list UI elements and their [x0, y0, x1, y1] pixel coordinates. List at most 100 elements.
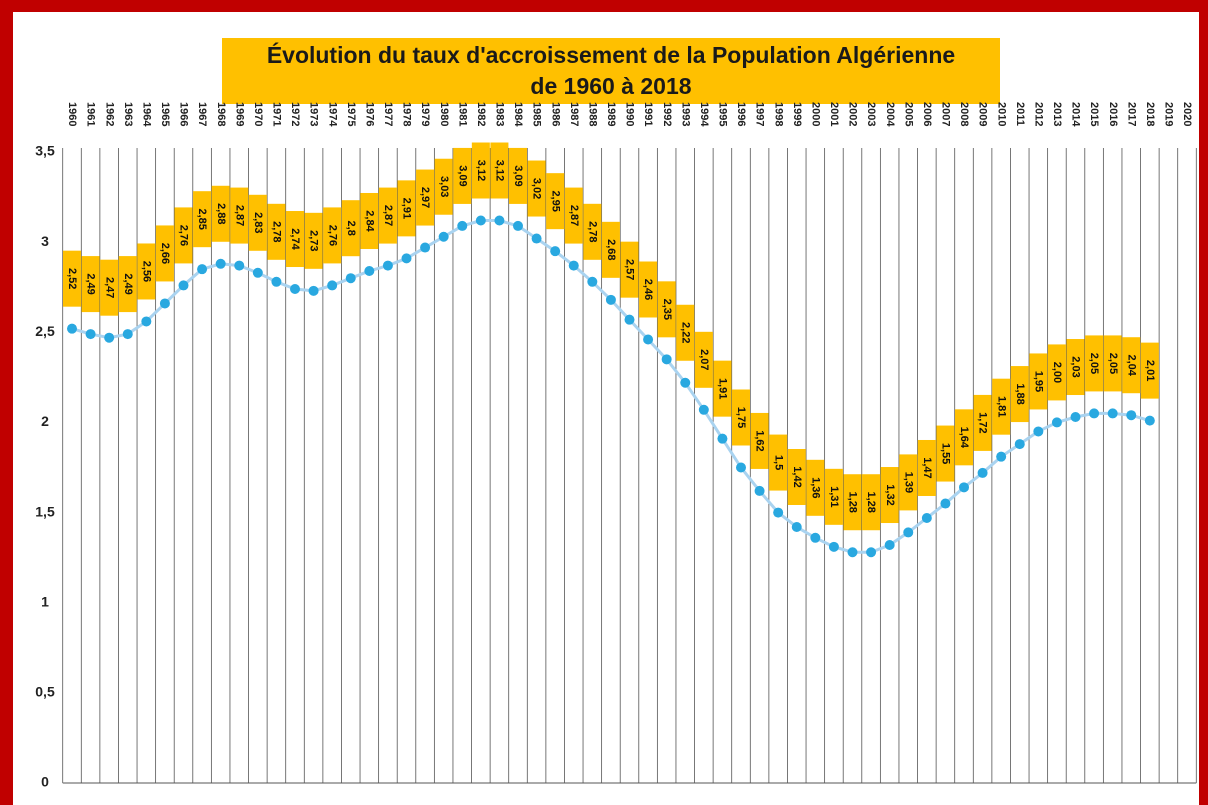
- data-label-box: [899, 454, 918, 511]
- data-point: [884, 540, 895, 551]
- data-label-box: [1029, 353, 1048, 410]
- data-label-box: [769, 434, 788, 491]
- data-point: [531, 233, 542, 244]
- x-tick-label: 2018: [1144, 102, 1156, 126]
- data-label-box: [694, 331, 713, 388]
- data-label: 2,47: [103, 277, 115, 298]
- data-label: 1,64: [958, 427, 970, 449]
- data-point: [996, 451, 1007, 462]
- y-tick-label: 0,5: [35, 684, 55, 700]
- x-tick-label: 1976: [363, 102, 375, 126]
- data-point: [1014, 439, 1025, 450]
- data-label-box: [601, 221, 620, 278]
- data-label-box: [955, 409, 973, 466]
- data-label: 2,87: [568, 205, 580, 226]
- data-label-box: [230, 187, 249, 244]
- data-label-box: [527, 160, 546, 217]
- data-label-box: [174, 207, 193, 264]
- data-label: 2,05: [1107, 353, 1119, 374]
- data-label-box: [155, 225, 174, 282]
- data-point: [178, 280, 189, 291]
- x-tick-label: 1969: [233, 102, 245, 126]
- x-tick-label: 1997: [754, 102, 766, 126]
- data-point: [104, 332, 115, 343]
- data-label-box: [378, 187, 397, 244]
- data-point: [159, 298, 170, 309]
- data-label: 1,88: [1014, 383, 1026, 404]
- x-tick-label: 1963: [122, 102, 134, 126]
- data-point: [847, 547, 858, 558]
- data-label: 2,04: [1125, 355, 1137, 377]
- data-label: 1,81: [995, 396, 1007, 417]
- data-point: [197, 264, 208, 275]
- data-label-box: [787, 448, 806, 505]
- data-label: 2,78: [586, 221, 598, 242]
- data-label-box: [304, 212, 323, 269]
- frame-top: [0, 0, 1208, 12]
- data-point: [215, 258, 226, 269]
- y-tick-label: 1: [41, 593, 49, 609]
- x-tick-label: 2012: [1032, 102, 1044, 126]
- title-box: [222, 38, 1000, 104]
- x-tick-label: 1996: [735, 102, 747, 126]
- x-tick-label: 2020: [1181, 102, 1193, 126]
- data-label: 2,8: [345, 221, 357, 236]
- data-label-box: [992, 378, 1011, 435]
- x-tick-label: 1966: [178, 102, 190, 126]
- data-label-box: [118, 256, 137, 313]
- data-label: 2,35: [661, 299, 673, 320]
- data-label-box: [193, 191, 212, 248]
- data-label-box: [1122, 337, 1141, 394]
- x-tick-label: 2014: [1070, 102, 1082, 127]
- data-label: 2,07: [698, 349, 710, 370]
- data-label-box: [490, 142, 509, 199]
- x-tick-label: 1995: [717, 102, 729, 126]
- x-tick-label: 1989: [605, 102, 617, 126]
- data-label: 2,57: [624, 259, 636, 280]
- x-tick-label: 2000: [809, 102, 821, 126]
- data-point: [1107, 408, 1118, 419]
- x-tick-label: 1988: [586, 102, 598, 126]
- data-point: [661, 354, 672, 365]
- data-label: 2,74: [289, 228, 301, 250]
- data-label-box: [1066, 339, 1085, 396]
- data-label-box: [620, 241, 639, 298]
- data-point: [940, 498, 951, 509]
- data-label-box: [1047, 344, 1066, 401]
- data-label: 2,66: [159, 243, 171, 264]
- data-label-box: [1103, 335, 1122, 392]
- data-label-box: [713, 360, 732, 417]
- data-label: 2,76: [326, 225, 338, 246]
- data-label: 2,68: [605, 239, 617, 260]
- data-label: 1,28: [847, 492, 859, 513]
- data-point: [736, 462, 746, 473]
- data-label-box: [397, 180, 416, 237]
- data-label: 1,28: [865, 492, 877, 513]
- data-label: 2,88: [215, 203, 227, 224]
- data-label-box: [434, 158, 453, 215]
- data-point: [587, 276, 598, 287]
- data-label-box: [843, 474, 862, 531]
- data-label-box: [639, 261, 658, 318]
- x-tick-label: 1974: [326, 102, 338, 127]
- data-label: 2,85: [196, 208, 208, 229]
- data-label: 2,83: [252, 212, 264, 233]
- data-point: [67, 323, 77, 334]
- data-label-box: [267, 203, 286, 260]
- data-label-box: [564, 187, 583, 244]
- data-point: [977, 467, 988, 478]
- x-tick-label: 2003: [865, 102, 877, 126]
- data-point: [1089, 408, 1100, 419]
- data-label-box: [471, 142, 490, 199]
- data-label-box: [211, 185, 230, 242]
- data-label: 1,62: [754, 430, 766, 451]
- data-point: [457, 220, 468, 231]
- data-label: 2,84: [363, 210, 375, 232]
- y-tick-label: 1,5: [35, 503, 55, 519]
- data-label-box: [1010, 366, 1029, 423]
- data-label-box: [546, 173, 565, 230]
- y-tick-label: 3,5: [35, 143, 55, 159]
- data-point: [810, 532, 821, 543]
- data-point: [122, 329, 133, 340]
